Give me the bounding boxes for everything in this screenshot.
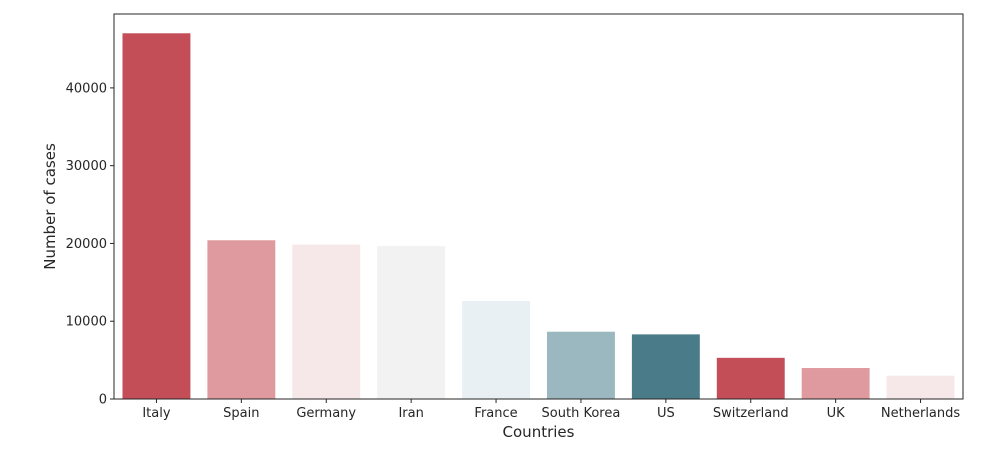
y-tick-label: 0 [99, 393, 107, 408]
bar-netherlands [886, 375, 955, 399]
x-tick-label: Italy [142, 406, 171, 421]
y-tick-label: 30000 [66, 159, 107, 174]
x-tick-label: US [657, 406, 675, 421]
y-axis-label: Number of cases [41, 143, 59, 270]
x-axis-ticks: Italy Spain Germany Iran France South Korea US… [142, 399, 960, 421]
bar-iran [377, 246, 446, 399]
x-tick-label: Netherlands [881, 406, 960, 421]
x-tick-label: Switzerland [713, 406, 789, 421]
y-tick-label: 40000 [66, 81, 107, 96]
bars-group [122, 33, 955, 399]
x-tick-label: UK [827, 406, 846, 421]
bar-france [462, 300, 531, 399]
bar-us [631, 334, 700, 399]
bar-switzerland [716, 357, 785, 399]
plot-frame [113, 13, 964, 400]
x-tick-label: Iran [398, 406, 423, 421]
y-tick-label: 20000 [66, 237, 107, 252]
bar-italy [122, 33, 191, 399]
x-tick-label: France [474, 406, 517, 421]
bar-spain [207, 240, 276, 399]
x-tick-label: South Korea [542, 406, 621, 421]
x-axis-label: Countries [503, 423, 575, 441]
x-tick-label: Germany [296, 406, 356, 421]
bar-germany [292, 244, 361, 399]
x-tick-label: Spain [223, 406, 259, 421]
y-tick-label: 10000 [66, 315, 107, 330]
bar-uk [801, 368, 870, 399]
bar-south-korea [546, 331, 615, 399]
y-axis-ticks: 0 10000 20000 30000 40000 [66, 81, 114, 408]
